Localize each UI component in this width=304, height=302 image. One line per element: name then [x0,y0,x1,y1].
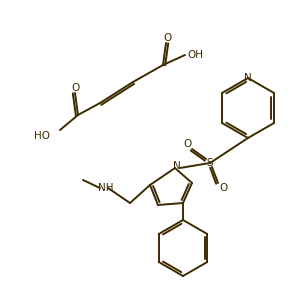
Text: O: O [183,139,191,149]
Text: O: O [219,183,227,193]
Text: NH: NH [98,183,114,193]
Text: O: O [163,33,171,43]
Text: N: N [244,73,252,83]
Text: S: S [207,158,213,168]
Text: N: N [173,161,181,171]
Text: OH: OH [187,50,203,60]
Text: HO: HO [34,131,50,141]
Text: O: O [71,83,79,93]
